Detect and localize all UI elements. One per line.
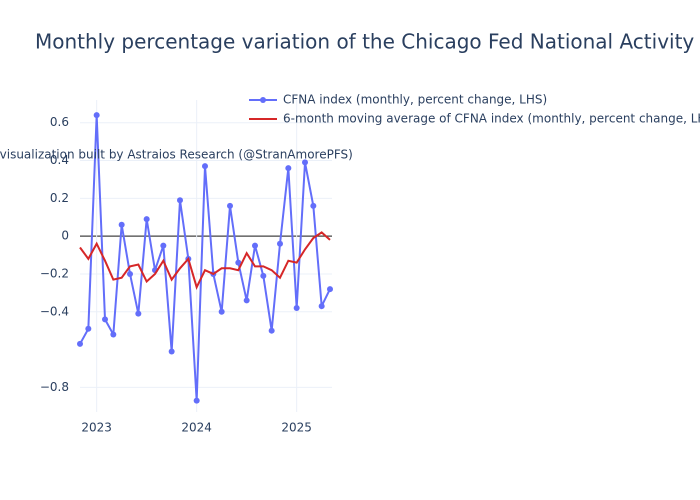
y-tick-label: −0.2 [40,266,69,280]
chart-title: Monthly percentage variation of the Chic… [35,30,700,54]
y-tick-label: 0.6 [50,115,69,129]
point [252,242,258,249]
series-line [79,231,331,290]
annotation: Data visualization built by Astraios Res… [0,148,353,162]
legend-label: CFNA index (monthly, percent change, LHS… [283,93,547,107]
point [202,163,208,170]
point [118,221,125,228]
point [218,308,225,315]
point [277,240,283,247]
point [285,165,292,172]
x-tick-label: 2025 [281,421,312,435]
y-tick-label: −0.8 [40,380,69,394]
point [310,202,317,209]
point [160,242,167,249]
point [293,305,300,311]
y-tick-label: 0 [61,229,69,243]
legend-label: 6-month moving average of CFNA index (mo… [283,112,700,126]
point [243,297,250,304]
legend-marker [260,97,266,103]
point [327,286,333,293]
point [260,272,267,279]
point [127,270,133,277]
point [93,112,100,119]
y-tick-label: −0.4 [40,304,69,318]
point [135,310,142,317]
x-tick-label: 2023 [81,421,112,435]
y-tick-label: 0.2 [50,191,69,205]
point [143,216,150,223]
y-tick-label: 0.4 [50,153,69,167]
point [85,325,92,332]
point [177,197,183,204]
point [110,331,117,338]
point [302,159,308,166]
point [227,202,233,209]
point [235,259,242,266]
point [193,397,200,404]
point [102,316,108,323]
x-tick-label: 2024 [181,421,212,435]
point [77,340,83,347]
point [268,327,275,334]
point [318,303,325,310]
point [168,348,175,355]
